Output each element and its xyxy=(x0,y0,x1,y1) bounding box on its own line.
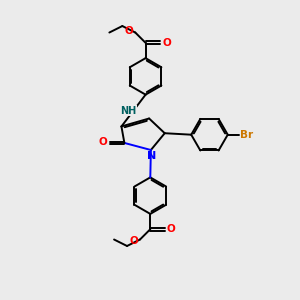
Text: N: N xyxy=(147,152,156,161)
Text: O: O xyxy=(130,236,138,246)
Text: O: O xyxy=(125,26,134,36)
Text: O: O xyxy=(99,137,108,147)
Text: NH: NH xyxy=(120,106,136,116)
Text: Br: Br xyxy=(240,130,253,140)
Text: O: O xyxy=(162,38,171,48)
Text: O: O xyxy=(167,224,176,234)
